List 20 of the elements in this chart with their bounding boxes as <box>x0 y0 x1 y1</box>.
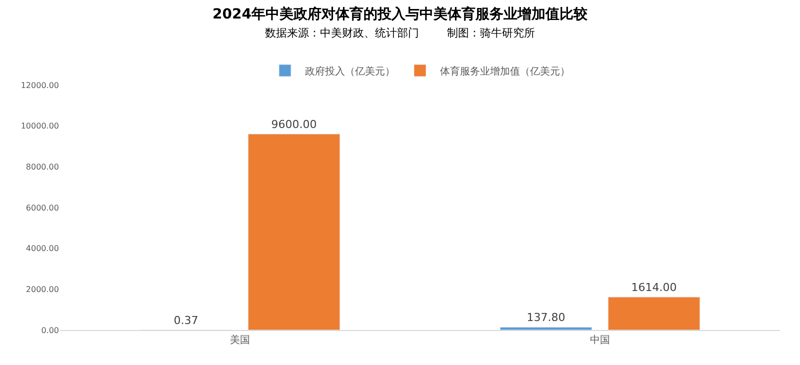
chart-title: 2024年中美政府对体育的投入与中美体育服务业增加值比较 <box>212 5 588 22</box>
x-tick-label: 中国 <box>590 334 610 346</box>
bar <box>608 296 700 330</box>
legend-label: 政府投入（亿美元） <box>305 65 395 78</box>
y-tick-label: 6000.00 <box>26 203 59 212</box>
y-tick-label: 10000.00 <box>20 122 59 131</box>
chart-subtitle: 数据来源：中美财政、统计部门 制图：骑牛研究所 <box>265 26 535 40</box>
y-tick-label: 0.00 <box>41 326 59 335</box>
data-label: 1614.00 <box>631 281 677 294</box>
data-label: 0.37 <box>174 314 198 327</box>
data-label: 137.80 <box>526 311 566 324</box>
y-tick-label: 12000.00 <box>20 80 59 90</box>
bar <box>248 134 340 330</box>
y-tick-label: 8000.00 <box>26 162 59 172</box>
y-tick-label: 4000.00 <box>26 244 59 254</box>
legend-label: 体育服务业增加值（亿美元） <box>440 65 570 78</box>
data-label: 9600.00 <box>271 118 317 131</box>
bar <box>500 326 592 330</box>
x-tick-label: 美国 <box>230 334 250 346</box>
y-tick-label: 2000.00 <box>26 284 59 294</box>
